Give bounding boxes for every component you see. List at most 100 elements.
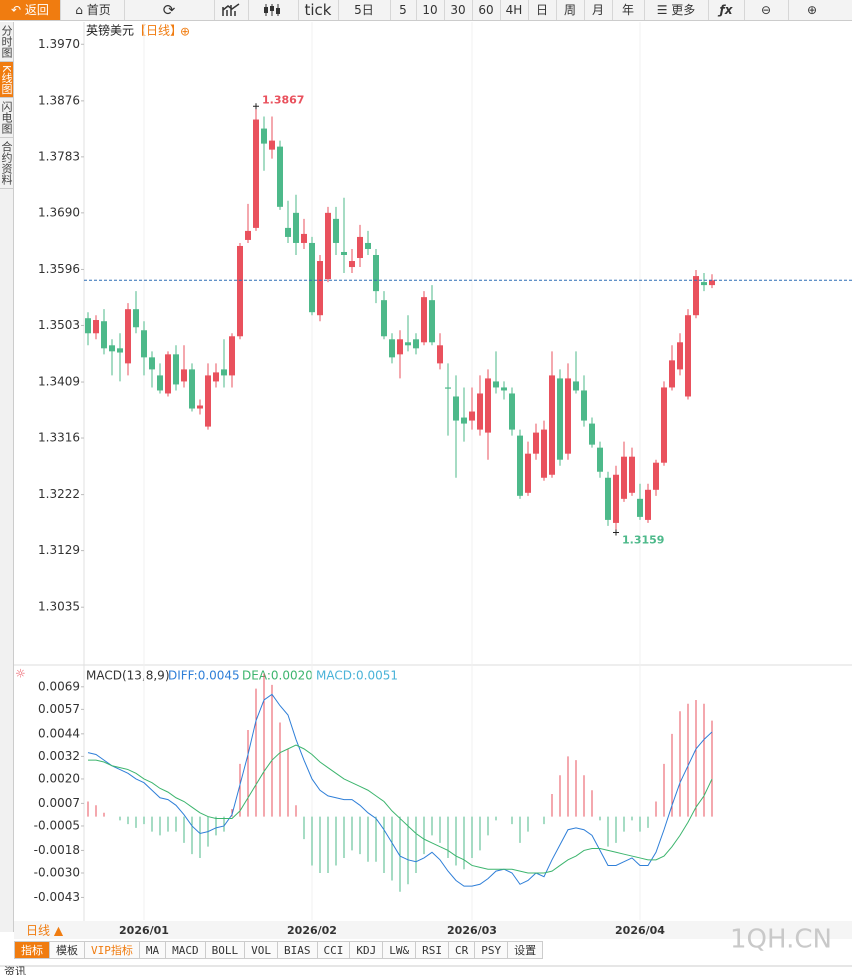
zoom-in-button[interactable]: ⊕ <box>806 3 818 17</box>
candle-body <box>581 390 587 421</box>
candle-body <box>605 477 611 520</box>
indicator-tab[interactable]: RSI <box>416 941 449 959</box>
kline-button[interactable] <box>248 0 299 20</box>
candle-body <box>277 146 283 207</box>
candle-body <box>341 251 347 255</box>
y-tick-label: 0.0007 <box>38 796 80 810</box>
candle-body <box>301 233 307 243</box>
y-tick-label: 1.3316 <box>38 431 80 445</box>
candle-body <box>549 375 555 475</box>
candle-body <box>645 489 651 520</box>
x-tick-label: 2026/02 <box>287 924 337 937</box>
indicator-tab[interactable]: MACD <box>166 941 206 959</box>
candle-body <box>485 378 491 433</box>
candle-body <box>189 369 195 409</box>
y-tick-label: 0.0032 <box>38 749 80 763</box>
y-tick-label: 1.3129 <box>38 543 80 557</box>
indicator-tab[interactable]: VIP指标 <box>85 941 140 959</box>
y-tick-label: 1.3596 <box>38 262 80 276</box>
high-label: 1.3867 <box>262 93 304 106</box>
candle-body <box>589 423 595 445</box>
more-button[interactable]: ☰ 更多 <box>644 0 709 20</box>
refresh-button[interactable]: ⟳ <box>124 0 215 20</box>
candle-body <box>477 393 483 430</box>
y-tick-label: 1.3503 <box>38 318 80 332</box>
toolbar: ↶ 返回 ⌂ 首页 ⟳ tick 5日 5 10 30 60 4H 日周月年 ☰ 更多 ƒx … <box>0 0 852 21</box>
candle-body <box>237 245 243 337</box>
period-button[interactable]: 60 <box>472 0 501 20</box>
indicator-tab[interactable]: BIAS <box>278 941 318 959</box>
low-marker <box>613 529 619 536</box>
period-button[interactable]: 10 <box>416 0 445 20</box>
candle-body <box>125 309 131 364</box>
home-label: 首页 <box>86 3 111 17</box>
candle-body <box>461 417 467 424</box>
period-button[interactable]: 30 <box>444 0 473 20</box>
indicator-tab[interactable]: VOL <box>245 941 278 959</box>
macd-title: MACD(13,8,9) <box>86 669 170 683</box>
home-button[interactable]: ⌂ 首页 <box>62 0 125 20</box>
y-tick-label: -0.0018 <box>34 843 80 857</box>
sidebar-tab[interactable]: 闪电图 <box>0 98 13 139</box>
indicator-tab[interactable]: KDJ <box>350 941 384 959</box>
period-button[interactable]: 周 <box>556 0 585 20</box>
footer-tab: 资讯 <box>4 965 26 975</box>
back-button[interactable]: ↶ 返回 <box>0 0 61 20</box>
low-label: 1.3159 <box>622 534 664 547</box>
y-tick-label: 1.3970 <box>38 37 80 51</box>
indicator-tab[interactable]: 指标 <box>14 941 50 959</box>
candle-body <box>597 447 603 472</box>
date-axis-band <box>14 921 852 939</box>
candle-body <box>213 372 219 382</box>
indicator-tab[interactable]: CCI <box>317 941 351 959</box>
period-button[interactable]: 月 <box>584 0 613 20</box>
formula-button[interactable]: ƒx <box>708 0 745 20</box>
watermark: 1QH.CN <box>730 925 832 955</box>
y-tick-label: -0.0030 <box>34 865 80 879</box>
candle-body <box>157 375 163 391</box>
indicator-tab[interactable]: PSY <box>475 941 509 959</box>
period-button[interactable]: 日 <box>528 0 557 20</box>
candle-body <box>317 261 323 316</box>
sidebar: 分时图 K线图 闪电图 合约资料 <box>0 22 14 932</box>
candle-body <box>437 345 443 364</box>
y-tick-label: 1.3876 <box>38 93 80 107</box>
period-button[interactable]: 4H <box>500 0 529 20</box>
candle-body <box>541 429 547 478</box>
candle-body <box>517 435 523 496</box>
indicator-tab[interactable]: MA <box>139 941 167 959</box>
candle-body <box>509 393 515 430</box>
instrument-title: 英镑美元 <box>86 23 134 38</box>
high-marker <box>253 103 259 110</box>
candle-body <box>685 315 691 397</box>
candle-body <box>165 354 171 394</box>
sidebar-tab[interactable]: 合约资料 <box>0 138 13 190</box>
period-button[interactable]: 5 <box>390 0 417 20</box>
candle-body <box>469 411 475 421</box>
indicator-tab[interactable]: BOLL <box>205 941 246 959</box>
candle-body <box>133 309 139 328</box>
add-indicator-icon: ⊕ <box>180 25 190 39</box>
line-chart-button[interactable] <box>214 0 249 20</box>
dea-line <box>88 744 713 874</box>
zoom-out-button[interactable]: ⊖ <box>744 0 789 20</box>
period-button[interactable]: 5日 <box>338 0 391 20</box>
sidebar-tab[interactable]: K线图 <box>0 62 13 99</box>
sidebar-tab[interactable]: 分时图 <box>0 22 13 62</box>
indicator-tab[interactable]: 设置 <box>508 941 544 959</box>
indicator-tab[interactable]: LW& <box>383 941 417 959</box>
candle-body <box>269 140 275 150</box>
period-button[interactable]: tick <box>298 0 339 20</box>
x-tick-label: 2026/01 <box>119 924 169 937</box>
indicator-tab[interactable]: 模板 <box>50 941 85 959</box>
candle-body <box>253 119 259 228</box>
candle-body <box>405 342 411 346</box>
period-selector: 日线 ▲ <box>26 924 64 938</box>
indicator-tab[interactable]: CR <box>449 941 476 959</box>
period-label: 【日线】 <box>134 24 182 38</box>
candle-body <box>709 280 715 286</box>
candle-body <box>245 230 251 240</box>
candle-body <box>285 227 291 237</box>
period-button[interactable]: 年 <box>612 0 645 20</box>
